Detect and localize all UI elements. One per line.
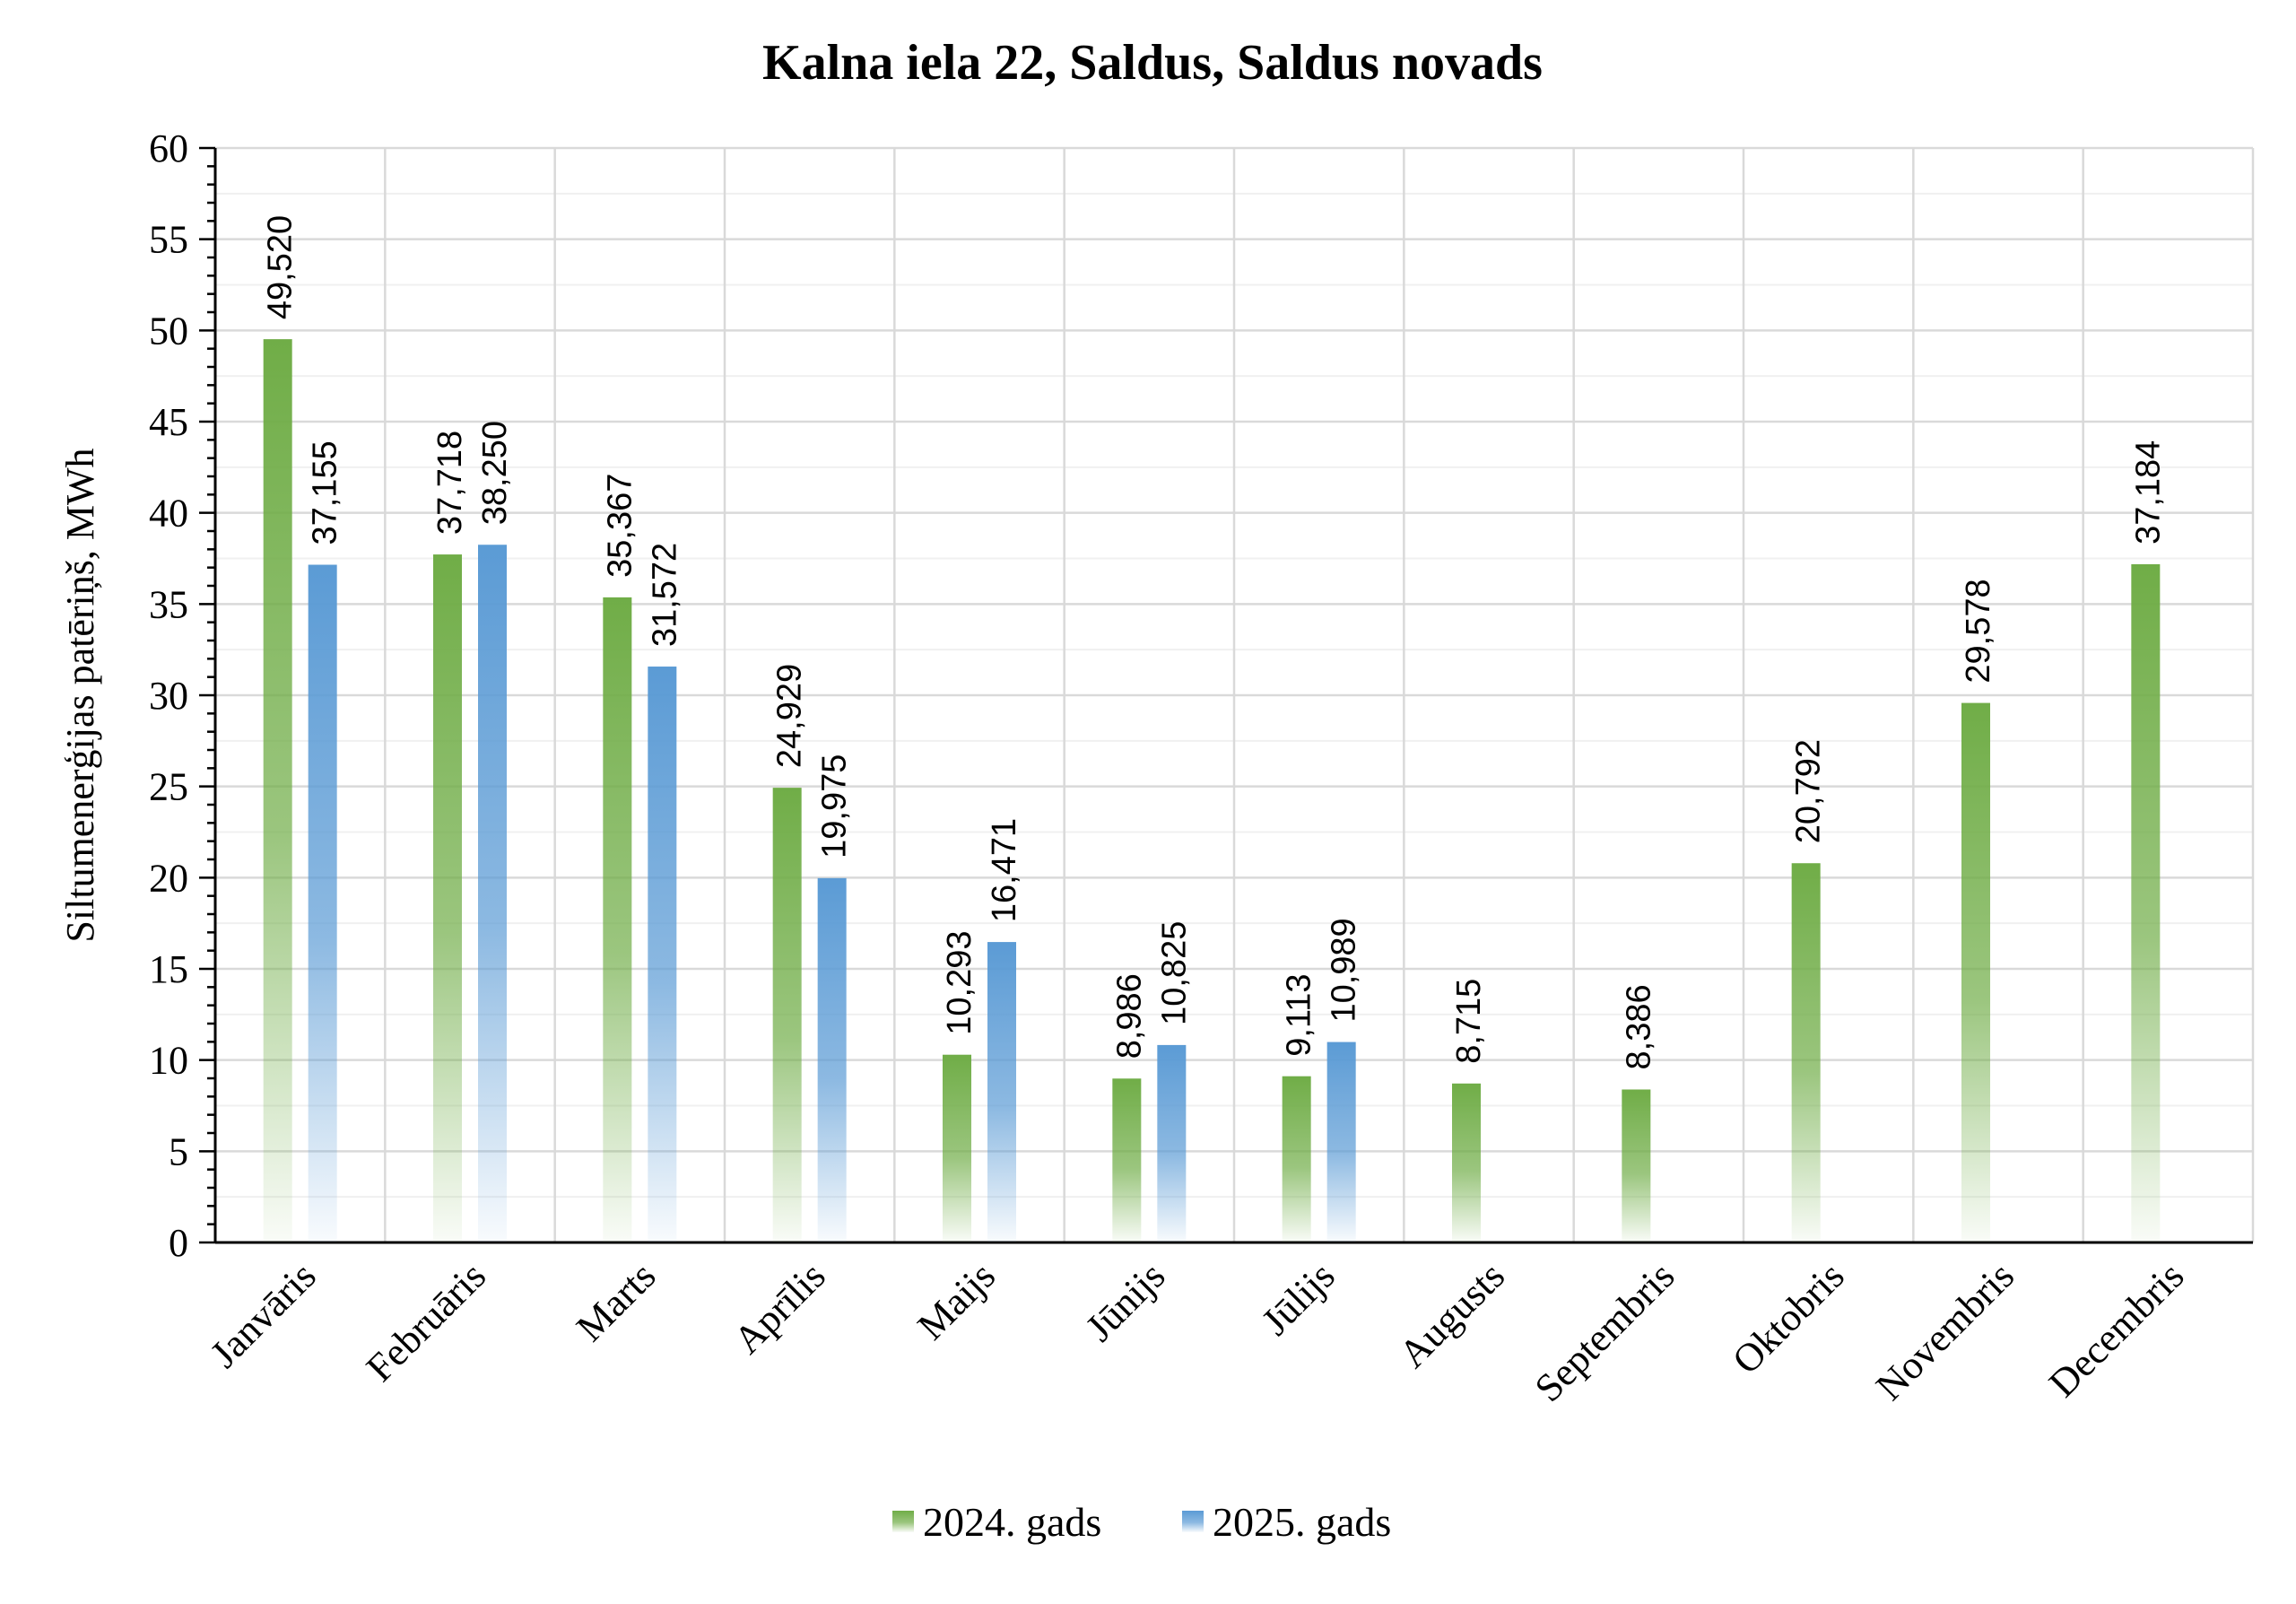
bar-series-1 [1622, 1089, 1651, 1242]
data-label: 8,386 [1620, 984, 1657, 1069]
legend-label: 2025. gads [1213, 1499, 1391, 1545]
legend-swatch [892, 1511, 914, 1532]
legend-swatch [1182, 1511, 1204, 1532]
x-tick-label: Februāris [358, 1253, 494, 1390]
x-tick-label: Jūlijs [1253, 1253, 1343, 1343]
x-tick-label: Oktobris [1724, 1253, 1853, 1382]
data-label: 16,471 [986, 818, 1023, 922]
gridlines [215, 146, 2255, 1242]
bar-series-1 [1791, 863, 1821, 1242]
x-tick-label: Aprīlis [726, 1253, 834, 1362]
data-label: 49,520 [262, 215, 300, 319]
data-label: 10,825 [1155, 921, 1193, 1025]
data-label: 9,113 [1281, 973, 1318, 1056]
y-tick-label: 30 [149, 674, 188, 718]
bar-series-1 [772, 788, 802, 1242]
x-tick-label: Maijs [909, 1253, 1004, 1348]
y-tick-label: 20 [149, 856, 188, 900]
bar-series-1 [263, 339, 292, 1242]
bar-series-1 [1112, 1078, 1142, 1242]
bar-series-2 [308, 564, 337, 1242]
bar-series-2 [1157, 1044, 1187, 1242]
bar-series-2 [817, 877, 847, 1242]
data-label: 24,929 [771, 664, 809, 768]
x-tick-label: Jūnijs [1077, 1253, 1173, 1349]
data-label: 29,578 [1960, 579, 1997, 683]
y-tick-label: 10 [149, 1039, 188, 1083]
bar-series-2 [648, 667, 677, 1242]
bar-series-1 [603, 597, 632, 1242]
y-tick-label: 45 [149, 400, 188, 444]
bar-series-1 [433, 554, 462, 1242]
data-label: 37,155 [307, 440, 344, 545]
legend: 2024. gads 2025. gads [892, 1499, 1391, 1545]
y-axis-label: Siltumenerģijas patēriņš, MWh [58, 448, 102, 942]
y-tick-label: 0 [169, 1221, 188, 1265]
chart-title: Kalna iela 22, Saldus, Saldus novads [762, 35, 1543, 91]
x-tick-label: Augusts [1390, 1253, 1513, 1376]
data-label: 10,293 [941, 930, 978, 1034]
y-tick-label: 35 [149, 582, 188, 626]
bar-series-1 [1452, 1083, 1481, 1242]
bar-series-1 [943, 1054, 971, 1242]
bar-series-1 [1282, 1076, 1311, 1242]
data-label: 20,792 [1790, 739, 1828, 843]
data-label: 37,184 [2129, 440, 2167, 545]
x-tick-label: Novembris [1867, 1253, 2022, 1408]
data-label: 8,715 [1450, 979, 1488, 1064]
data-label: 38,250 [476, 421, 514, 525]
bars [263, 339, 2161, 1242]
bar-series-1 [2131, 563, 2161, 1242]
bar-series-2 [987, 942, 1016, 1242]
bar-series-2 [1326, 1042, 1356, 1242]
bar-series-1 [1961, 702, 1990, 1242]
y-tick-label: 15 [149, 947, 188, 991]
y-tick-label: 55 [149, 218, 188, 262]
x-tick-label: Janvāris [202, 1253, 325, 1376]
data-label: 19,975 [816, 754, 854, 859]
y-tick-label: 5 [169, 1129, 188, 1173]
x-tick-label: Septembris [1526, 1253, 1683, 1410]
x-tick-label: Decembris [2040, 1253, 2192, 1405]
x-tick-label: Marts [568, 1253, 664, 1349]
y-tick-label: 25 [149, 765, 188, 809]
legend-label: 2024. gads [923, 1499, 1101, 1545]
bar-series-2 [478, 545, 507, 1242]
data-label: 31,572 [646, 543, 683, 647]
axes [199, 146, 2253, 1244]
y-tick-label: 40 [149, 492, 188, 536]
data-label: 37,718 [431, 431, 469, 535]
y-tick-label: 60 [149, 126, 188, 170]
y-tick-label: 50 [149, 309, 188, 353]
data-label: 35,367 [601, 474, 639, 578]
data-label: 10,989 [1326, 918, 1363, 1022]
data-label: 8,986 [1110, 973, 1148, 1059]
